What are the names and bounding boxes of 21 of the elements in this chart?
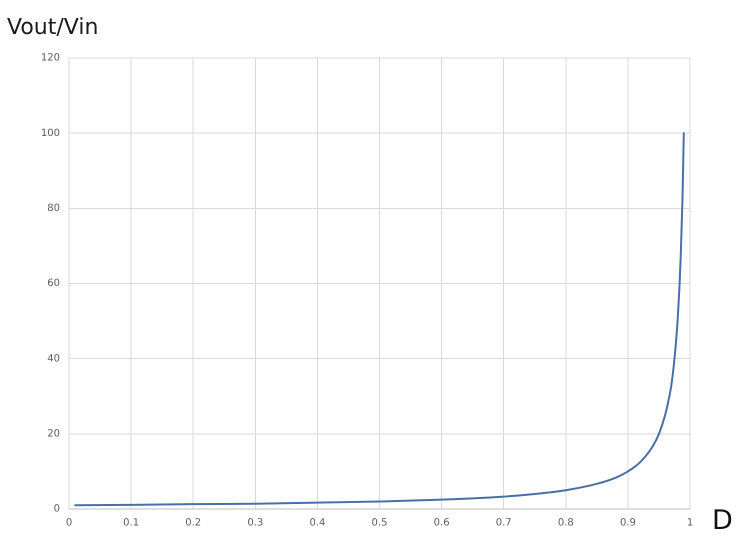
x-tick-label: 0.5 — [372, 518, 388, 529]
x-tick-label: 0.1 — [123, 518, 140, 529]
x-tick-label: 0.2 — [185, 518, 202, 529]
x-tick-label: 0.4 — [309, 518, 326, 529]
y-tick-label: 100 — [40, 128, 60, 139]
x-tick-label: 0.7 — [496, 518, 512, 529]
line-series — [74, 132, 685, 506]
x-tick-label: 0.8 — [558, 518, 574, 529]
x-tick-label: 0 — [66, 518, 72, 529]
x-tick-label: 0.3 — [247, 518, 264, 529]
y-tick-label: 20 — [47, 428, 60, 440]
y-tick-label: 40 — [47, 353, 60, 364]
x-axis-title: D — [712, 505, 733, 536]
y-tick-label: 0 — [54, 504, 60, 515]
y-axis-title: Vout/Vin — [7, 15, 98, 40]
y-tick-label: 80 — [47, 202, 60, 214]
y-tick-label: 60 — [47, 278, 60, 290]
x-tick-label: 0.6 — [434, 518, 450, 529]
x-tick-label: 0.9 — [620, 518, 636, 529]
y-tick-label: 120 — [40, 52, 60, 64]
x-tick-label: 1 — [686, 518, 694, 529]
